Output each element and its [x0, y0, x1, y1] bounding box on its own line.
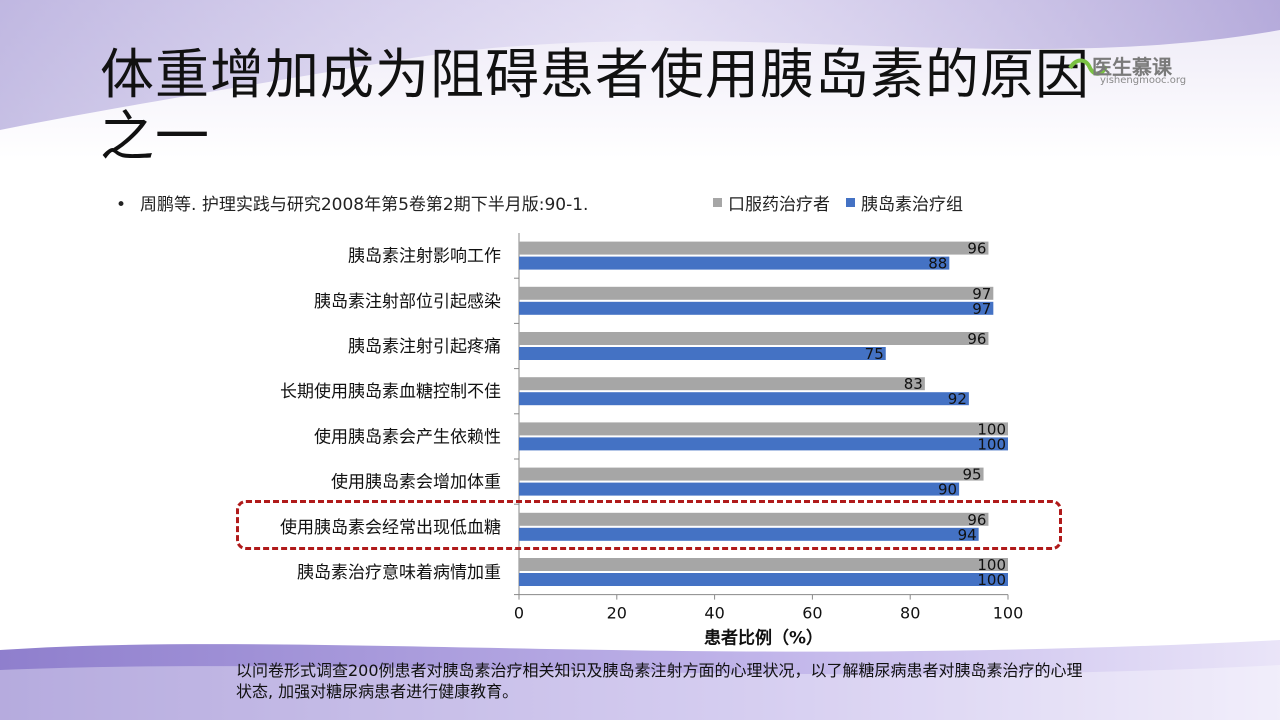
bar-oral	[519, 422, 1008, 436]
data-label-insulin: 100	[977, 571, 1006, 589]
data-label-oral: 96	[967, 240, 986, 258]
bar-insulin	[519, 437, 1008, 451]
study-note: 以问卷形式调查200例患者对胰岛素治疗相关知识及胰岛素注射方面的心理状况，以了解…	[236, 661, 1083, 701]
legend-label-oral: 口服药治疗者	[728, 195, 830, 215]
bottom-wave-decoration	[0, 640, 1280, 720]
chart-legend: 口服药治疗者 胰岛素治疗组	[713, 190, 963, 215]
bar-insulin	[519, 482, 960, 496]
title-line-1: 体重增加成为阻碍患者使用胰岛素的原因	[100, 43, 1090, 106]
data-label-oral: 100	[977, 556, 1006, 574]
data-label-insulin: 75	[865, 345, 884, 363]
data-label-insulin: 88	[928, 255, 947, 273]
x-tick-label: 40	[704, 604, 724, 623]
bar-insulin	[519, 347, 886, 360]
bar-insulin	[519, 256, 950, 270]
logo-icon	[1068, 58, 1108, 76]
category-label: 胰岛素注射影响工作	[348, 247, 501, 267]
data-label-insulin: 92	[948, 390, 967, 408]
highlight-box	[236, 500, 1062, 550]
page-title: 体重增加成为阻碍患者使用胰岛素的原因 之一	[100, 44, 1180, 168]
legend-swatch-oral	[713, 198, 722, 207]
bar-insulin	[519, 573, 1008, 586]
category-label: 胰岛素治疗意味着病情加重	[297, 563, 501, 583]
data-label-oral: 95	[962, 466, 981, 484]
x-axis-title: 患者比例（%）	[704, 628, 823, 649]
bar-oral	[519, 558, 1008, 571]
bar-insulin	[519, 527, 979, 541]
data-label-oral: 96	[967, 511, 986, 529]
data-label-oral: 96	[967, 330, 986, 348]
data-label-insulin: 90	[938, 481, 957, 499]
bullet-icon: •	[116, 195, 127, 215]
legend-item-oral: 口服药治疗者	[713, 190, 830, 215]
reference-text: 周鹏等. 护理实践与研究2008年第5卷第2期下半月版:90-1.	[140, 195, 589, 215]
bar-oral	[519, 377, 925, 391]
bar-oral	[519, 467, 984, 481]
x-tick-label: 60	[802, 604, 822, 623]
category-label: 使用胰岛素会经常出现低血糖	[280, 517, 501, 538]
bar-oral	[519, 512, 989, 526]
category-label: 胰岛素注射部位引起感染	[314, 292, 501, 312]
category-label: 胰岛素注射引起疼痛	[348, 337, 501, 357]
bar-oral	[519, 286, 994, 300]
legend-item-insulin: 胰岛素治疗组	[846, 190, 963, 215]
reference-citation: • 周鹏等. 护理实践与研究2008年第5卷第2期下半月版:90-1.	[116, 190, 588, 215]
data-label-insulin: 97	[972, 300, 991, 318]
x-tick-label: 20	[607, 604, 627, 623]
legend-swatch-insulin	[846, 198, 855, 207]
data-label-oral: 97	[972, 285, 991, 303]
category-label: 使用胰岛素会产生依赖性	[314, 426, 501, 447]
top-wave-decoration	[0, 0, 1280, 130]
logo-text: 医生慕课	[1092, 55, 1172, 79]
x-tick-label: 0	[514, 604, 524, 623]
x-tick-label: 100	[993, 604, 1024, 623]
bar-insulin	[519, 301, 994, 315]
logo-subtext: yishengmooc.org	[1100, 75, 1187, 86]
category-label: 长期使用胰岛素血糖控制不佳	[280, 381, 501, 402]
data-label-insulin: 94	[958, 526, 977, 544]
category-label: 使用胰岛素会增加体重	[331, 472, 501, 493]
data-label-oral: 83	[904, 375, 923, 393]
data-label-insulin: 100	[977, 435, 1006, 453]
bar-oral	[519, 332, 989, 345]
bar-insulin	[519, 392, 969, 406]
data-label-oral: 100	[977, 420, 1006, 438]
bar-oral	[519, 241, 989, 255]
title-line-2: 之一	[100, 105, 210, 168]
legend-label-insulin: 胰岛素治疗组	[861, 195, 963, 215]
x-tick-label: 80	[900, 604, 920, 623]
